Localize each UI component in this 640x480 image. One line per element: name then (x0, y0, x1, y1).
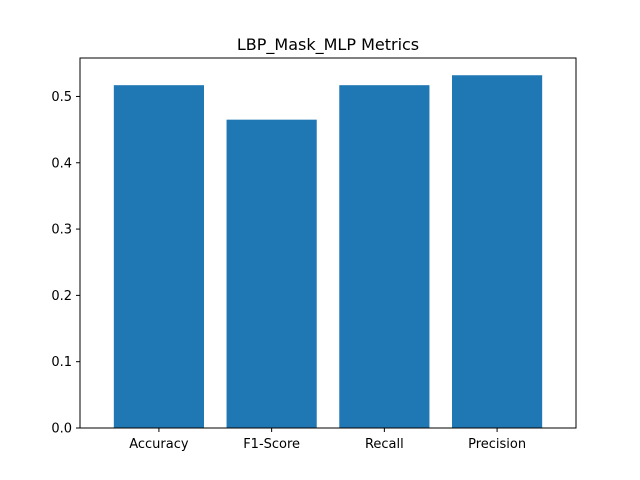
x-tick-label: Precision (468, 437, 526, 452)
y-tick-label: 0.0 (51, 422, 72, 437)
y-tick-label: 0.2 (51, 289, 72, 304)
x-tick-label: F1-Score (243, 437, 300, 452)
bar-recall (339, 85, 430, 428)
axes-frame (79, 57, 577, 429)
y-tick-label: 0.3 (51, 223, 72, 238)
y-axis-ticks: 0.0 0.1 0.2 0.3 0.4 0.5 (51, 90, 80, 437)
bar-precision (452, 75, 543, 429)
x-axis-ticks: Accuracy F1-Score Recall Precision (129, 428, 526, 452)
bars-layer (113, 75, 543, 429)
y-tick-label: 0.4 (51, 156, 72, 171)
x-tick-label: Accuracy (129, 437, 189, 452)
x-tick-label: Recall (365, 437, 404, 452)
y-tick-label: 0.5 (51, 90, 72, 105)
y-tick-label: 0.1 (51, 355, 72, 370)
chart-title: LBP_Mask_MLP Metrics (237, 35, 419, 55)
bar-accuracy (113, 85, 204, 428)
bar-f1-score (226, 119, 317, 429)
axes-layer (79, 57, 577, 429)
